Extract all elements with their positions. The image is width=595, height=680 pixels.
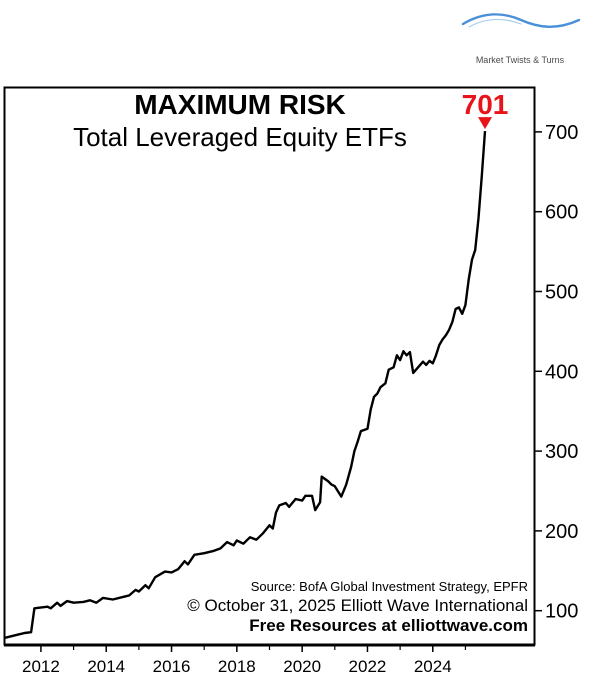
chart-title: MAXIMUM RISK bbox=[134, 89, 346, 120]
x-tick-label: 2018 bbox=[218, 657, 256, 676]
y-tick-label: 700 bbox=[545, 122, 578, 144]
copyright-credit: © October 31, 2025 Elliott Wave Internat… bbox=[187, 596, 528, 615]
y-tick-label: 500 bbox=[545, 281, 578, 303]
x-tick-label: 2014 bbox=[87, 657, 125, 676]
y-tick-label: 300 bbox=[545, 441, 578, 463]
free-resources-link[interactable]: Free Resources at elliottwave.com bbox=[249, 616, 528, 635]
y-ticks: 100 200 300 400 500 600 700 bbox=[534, 122, 578, 623]
x-tick-label: 2022 bbox=[349, 657, 387, 676]
chart-subtitle: Total Leveraged Equity ETFs bbox=[73, 122, 407, 152]
plot-frame bbox=[3, 86, 536, 646]
y-tick-label: 400 bbox=[545, 361, 578, 383]
y-tick-label: 200 bbox=[545, 521, 578, 543]
y-tick-label: 100 bbox=[545, 601, 578, 623]
callout-label: 701 bbox=[462, 89, 509, 120]
y-tick-label: 600 bbox=[545, 202, 578, 224]
brand-logo: Market Twists & Turns bbox=[455, 8, 585, 72]
wave-logo-icon bbox=[461, 13, 581, 28]
x-ticks: 2012 2014 2016 2018 2020 2022 2024 bbox=[22, 645, 467, 676]
x-tick-label: 2016 bbox=[153, 657, 191, 676]
x-tick-label: 2024 bbox=[414, 657, 452, 676]
series-line bbox=[4, 131, 487, 639]
source-credit: Source: BofA Global Investment Strategy,… bbox=[251, 579, 528, 594]
x-tick-label: 2020 bbox=[283, 657, 321, 676]
x-tick-label: 2012 bbox=[22, 657, 60, 676]
down-arrow-icon bbox=[478, 117, 493, 130]
brand-name: Market Twists & Turns bbox=[475, 55, 565, 65]
